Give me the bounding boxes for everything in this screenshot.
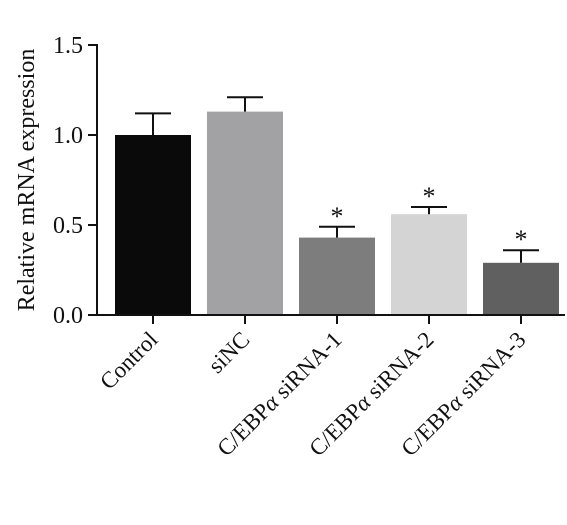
significance-marker: * [515,225,528,254]
y-axis: 0.0 0.5 1.0 1.5 [53,33,98,329]
x-tick-label: Control [95,327,162,394]
y-axis-label: Relative mRNA expression [14,49,40,312]
y-tick-label: 0.5 [53,213,83,239]
y-tick-label: 1.0 [53,123,83,149]
bar [115,135,191,315]
y-tick-label: 1.5 [53,33,83,59]
x-tick-label: siNC [203,327,254,378]
bar [207,111,283,315]
bar [299,237,375,315]
bar [483,262,559,315]
bar [391,214,467,315]
y-tick-label: 0.0 [53,303,83,329]
bars: * * * [115,96,559,315]
significance-marker: * [423,182,436,211]
significance-marker: * [331,202,344,231]
